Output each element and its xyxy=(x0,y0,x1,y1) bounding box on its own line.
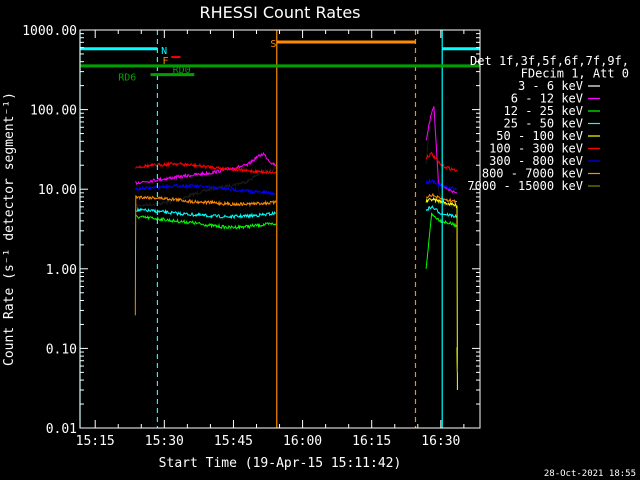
series-line-6 xyxy=(425,178,458,191)
series-line-7 xyxy=(425,192,457,205)
y-tick-label: 1.00 xyxy=(46,263,77,278)
legend-label-5: 100 - 300 keV xyxy=(489,142,583,156)
annotation-n: N xyxy=(161,46,167,57)
series-line-2 xyxy=(425,212,458,269)
chart-marks: NF RD0 RD6 S xyxy=(79,30,480,428)
annotation-rd0: RD0 xyxy=(173,65,191,76)
series-line-1 xyxy=(425,106,457,194)
legend-label-6: 300 - 800 keV xyxy=(489,154,583,168)
y-tick-label: 100.00 xyxy=(30,104,77,119)
legend: Det 1f,3f,5f,6f,7f,9f,FDecim 1, Att 03 -… xyxy=(467,54,629,193)
legend-header-0: Det 1f,3f,5f,6f,7f,9f, xyxy=(470,54,629,68)
plot-frame xyxy=(79,29,481,429)
x-tick-label: 15:15 xyxy=(76,434,115,449)
series-line-6 xyxy=(134,182,277,196)
legend-label-0: 3 - 6 keV xyxy=(518,79,583,93)
annotation-rd6: RD6 xyxy=(118,73,136,84)
x-tick-label: 16:30 xyxy=(421,434,460,449)
y-tick-label: 1000.00 xyxy=(22,24,77,39)
legend-label-3: 25 - 50 keV xyxy=(504,117,583,131)
x-axis-label: Start Time (19-Apr-15 15:11:42) xyxy=(159,456,402,471)
axis-ticks: 15:15 15:30 15:45 16:00 16:15 16:30 0.01 0.10 1.… xyxy=(22,24,480,449)
legend-label-7: 800 - 7000 keV xyxy=(482,167,583,181)
y-tick-label: 0.10 xyxy=(46,342,77,357)
series-line-0 xyxy=(425,109,458,211)
series-line-0 xyxy=(134,167,277,209)
series-line-5 xyxy=(135,160,277,175)
annotation-s: S xyxy=(270,39,276,50)
legend-header-1: FDecim 1, Att 0 xyxy=(521,67,629,81)
legend-label-8: 7000 - 15000 keV xyxy=(467,179,583,193)
chart-title: RHESSI Count Rates xyxy=(200,3,361,22)
series-line-3 xyxy=(134,206,276,220)
x-tick-label: 16:00 xyxy=(283,434,322,449)
legend-label-4: 50 - 100 keV xyxy=(496,129,583,143)
series-line-7 xyxy=(134,195,277,316)
series-line-1 xyxy=(135,151,277,185)
series-line-3 xyxy=(425,204,458,219)
x-tick-label: 15:30 xyxy=(145,434,184,449)
series-line-2 xyxy=(135,215,277,231)
annotation-f: F xyxy=(162,56,168,67)
x-tick-label: 16:15 xyxy=(352,434,391,449)
legend-label-2: 12 - 25 keV xyxy=(504,104,583,118)
x-tick-label: 15:45 xyxy=(214,434,253,449)
legend-label-1: 6 - 12 keV xyxy=(511,92,583,106)
y-axis-label: Count Rate (s⁻¹ detector segment⁻¹) xyxy=(2,92,17,366)
series-line-8 xyxy=(456,347,458,373)
series-line-5 xyxy=(425,151,458,172)
y-tick-label: 0.01 xyxy=(46,422,77,437)
timestamp: 28-Oct-2021 18:55 xyxy=(544,469,636,479)
y-tick-label: 10.00 xyxy=(38,183,77,198)
